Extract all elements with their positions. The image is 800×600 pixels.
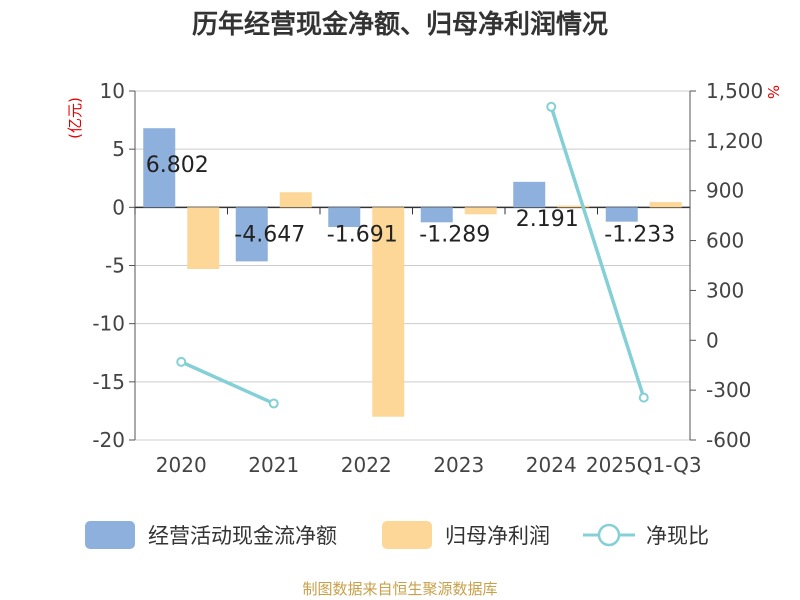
ratio-point xyxy=(546,101,557,112)
ratio-point xyxy=(176,356,187,367)
right-tick-label: 1,200 xyxy=(706,129,763,153)
ratio-line-segment xyxy=(549,106,646,399)
net-profit-bar xyxy=(279,192,312,208)
cash-flow-data-label: 6.802 xyxy=(146,153,209,178)
left-tick-label: -20 xyxy=(92,428,125,452)
cash-flow-data-label: -1.691 xyxy=(327,222,398,247)
legend-swatch-net-profit xyxy=(382,521,432,549)
ratio-point xyxy=(268,398,279,409)
x-tick-label: 2024 xyxy=(526,453,577,477)
cash-flow-data-label: -1.233 xyxy=(604,222,675,247)
right-tick-label: 300 xyxy=(706,278,744,302)
legend-swatch-ratio-marker xyxy=(597,523,621,547)
net-profit-bar xyxy=(187,207,220,269)
legend-swatch-cash-flow xyxy=(85,521,135,549)
right-tick-label: 0 xyxy=(706,328,719,352)
x-tick-label: 2023 xyxy=(433,453,484,477)
ratio-point xyxy=(638,392,649,403)
ratio-line-segment xyxy=(180,360,275,406)
cash-flow-bar xyxy=(328,207,361,228)
x-tick-label: 2020 xyxy=(156,453,207,477)
left-tick-label: 10 xyxy=(100,79,125,103)
cash-flow-data-label: -1.289 xyxy=(419,222,490,247)
cash-flow-bar xyxy=(143,128,176,208)
legend-label-cash-flow: 经营活动现金流净额 xyxy=(148,524,337,548)
right-tick-label: -300 xyxy=(706,378,751,402)
cash-flow-bar xyxy=(605,207,638,222)
left-tick-label: 5 xyxy=(112,137,125,161)
right-tick-label: 900 xyxy=(706,179,744,203)
cash-flow-data-label: 2.191 xyxy=(516,207,579,232)
x-tick-label: 2021 xyxy=(248,453,299,477)
net-profit-bar xyxy=(464,207,497,215)
left-tick-label: -10 xyxy=(92,312,125,336)
x-tick-label: 2025Q1-Q3 xyxy=(586,453,702,477)
left-tick-label: -15 xyxy=(92,370,125,394)
right-tick-label: 600 xyxy=(706,229,744,253)
net-profit-bar xyxy=(557,205,590,208)
left-tick-label: -5 xyxy=(105,254,125,278)
x-tick-label: 2022 xyxy=(341,453,392,477)
net-profit-bar xyxy=(372,207,405,417)
legend-label-ratio: 净现比 xyxy=(646,524,709,548)
chart-title: 历年经营现金净额、归母净利润情况 xyxy=(191,10,608,40)
cash-flow-data-label: -4.647 xyxy=(234,222,305,247)
left-tick-label: 0 xyxy=(112,195,125,219)
right-axis-unit: % xyxy=(764,85,782,99)
left-axis-unit: (亿元) xyxy=(66,97,84,139)
cash-flow-bar xyxy=(513,181,546,208)
cash-flow-bar xyxy=(235,207,268,262)
net-profit-bar xyxy=(649,202,682,208)
right-tick-label: -600 xyxy=(706,428,751,452)
cash-flow-bar xyxy=(420,207,453,223)
data-source-note: 制图数据来自恒生聚源数据库 xyxy=(302,580,498,598)
right-tick-label: 1,500 xyxy=(706,79,763,103)
legend-label-net-profit: 归母净利润 xyxy=(445,524,550,548)
